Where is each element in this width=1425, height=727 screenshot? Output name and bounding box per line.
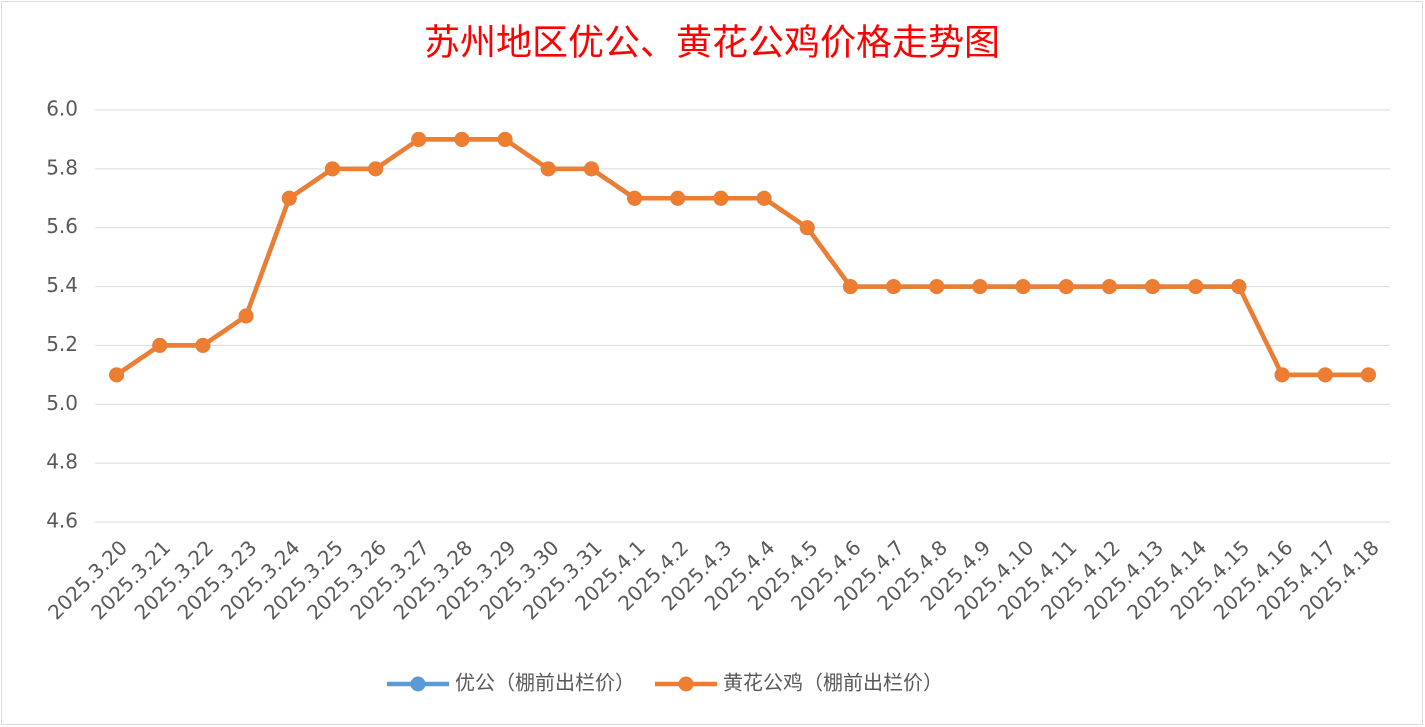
point (454, 131, 470, 147)
point (756, 190, 772, 206)
point (929, 279, 945, 295)
point (411, 131, 427, 147)
point (1058, 279, 1074, 295)
point (842, 279, 858, 295)
point (497, 131, 513, 147)
point (627, 190, 643, 206)
point (583, 161, 599, 177)
legend-label: 黄花公鸡（棚前出栏价） (723, 671, 943, 695)
y-tick-label: 5.6 (46, 214, 78, 238)
chart-title: 苏州地区优公、黄花公鸡价格走势图 (424, 22, 1000, 62)
point (1101, 279, 1117, 295)
point (1360, 367, 1376, 383)
point (324, 161, 340, 177)
y-tick-label: 5.2 (46, 332, 78, 356)
point (540, 161, 556, 177)
point (1015, 279, 1031, 295)
point (886, 279, 902, 295)
y-tick-label: 5.8 (46, 155, 78, 179)
point (152, 337, 168, 353)
point (281, 190, 297, 206)
point (109, 367, 125, 383)
point (1188, 279, 1204, 295)
point (1274, 367, 1290, 383)
point (972, 279, 988, 295)
y-tick-label: 5.4 (46, 273, 78, 297)
point (1317, 367, 1333, 383)
point (368, 161, 384, 177)
point (799, 220, 815, 236)
y-tick-label: 6.0 (46, 97, 78, 121)
legend-marker (410, 676, 426, 692)
y-tick-label: 4.6 (46, 509, 78, 533)
y-tick-label: 5.0 (46, 391, 78, 415)
point (670, 190, 686, 206)
point (238, 308, 254, 324)
point (195, 337, 211, 353)
point (1231, 279, 1247, 295)
point (713, 190, 729, 206)
legend-marker (678, 676, 694, 692)
legend-label: 优公（棚前出栏价） (455, 671, 635, 695)
y-tick-label: 4.8 (46, 450, 78, 474)
point (1145, 279, 1161, 295)
